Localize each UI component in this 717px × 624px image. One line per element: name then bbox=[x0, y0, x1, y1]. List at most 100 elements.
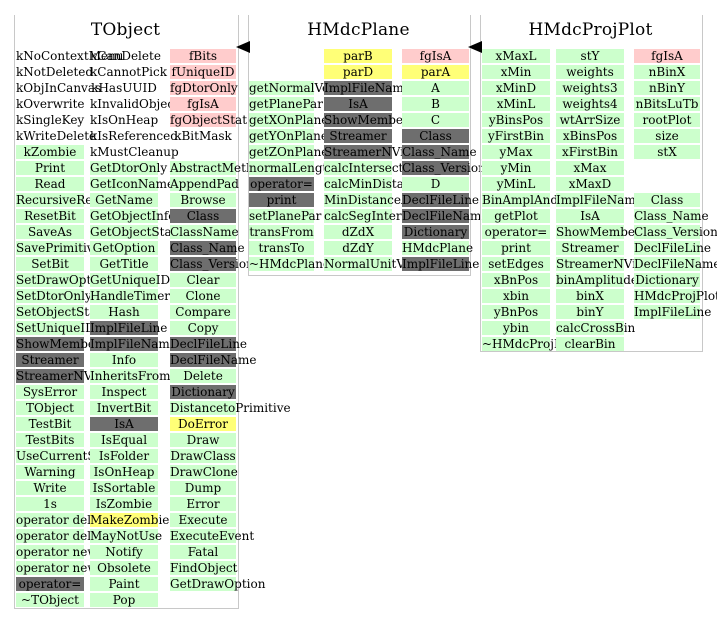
member-cell: yMin bbox=[482, 161, 550, 175]
member-cell: Print bbox=[16, 161, 84, 175]
member-cell: ShowMembers bbox=[556, 225, 647, 239]
member-cell: GetDrawOption bbox=[170, 577, 266, 591]
member-cell: calcIntersection bbox=[324, 161, 423, 175]
member-cell: DistancetoPrimitive bbox=[170, 401, 291, 415]
member-cell: kWriteDelete bbox=[16, 129, 97, 143]
member-cell: kSingleKey bbox=[16, 113, 85, 127]
member-cell: Fatal bbox=[170, 545, 236, 559]
member-cell: Draw bbox=[170, 433, 236, 447]
member-cell: getXOnPlane bbox=[249, 113, 329, 127]
member-cell: Class_Name bbox=[170, 241, 245, 255]
member-cell: clearBin bbox=[556, 337, 624, 351]
member-cell: xMaxL bbox=[482, 49, 550, 63]
member-cell: Execute bbox=[170, 513, 236, 527]
member-cell: GetUniqueID bbox=[90, 273, 171, 287]
member-cell: fgIsA bbox=[170, 97, 236, 111]
member-cell: InvertBit bbox=[90, 401, 158, 415]
member-cell: parA bbox=[402, 65, 469, 79]
member-cell: Notify bbox=[90, 545, 158, 559]
member-cell: Class bbox=[634, 193, 700, 207]
member-cell: Dump bbox=[170, 481, 236, 495]
member-cell: UseCurrentStyle bbox=[16, 449, 119, 463]
member-cell: SavePrimitive bbox=[16, 241, 101, 255]
inheritance-arrow-icon bbox=[468, 41, 482, 53]
member-cell: yBinsPos bbox=[482, 113, 550, 127]
member-cell: SetDrawOption bbox=[16, 273, 111, 287]
member-cell: SetObjectStat bbox=[16, 305, 102, 319]
class-frame bbox=[480, 15, 703, 352]
member-cell: Inspect bbox=[90, 385, 158, 399]
member-cell: IsA bbox=[324, 97, 392, 111]
member-cell: Class_Version bbox=[402, 161, 486, 175]
member-cell: Copy bbox=[170, 321, 236, 335]
member-cell: HMdcPlane bbox=[402, 241, 474, 255]
member-cell: weights4 bbox=[556, 97, 624, 111]
member-cell: A bbox=[402, 81, 469, 95]
member-cell: SetBit bbox=[16, 257, 84, 271]
member-cell: DeclFileName bbox=[634, 257, 717, 271]
member-cell: SaveAs bbox=[16, 225, 84, 239]
member-cell: yFirstBin bbox=[482, 129, 550, 143]
member-cell: Clone bbox=[170, 289, 236, 303]
member-cell: Warning bbox=[16, 465, 84, 479]
member-cell: print bbox=[249, 193, 314, 207]
member-cell: fgIsA bbox=[402, 49, 469, 63]
member-cell: ~TObject bbox=[16, 593, 84, 607]
member-cell: IsOnHeap bbox=[90, 465, 158, 479]
member-cell: fBits bbox=[170, 49, 236, 63]
member-cell: kOverwrite bbox=[16, 97, 85, 111]
member-cell: GetOption bbox=[90, 241, 158, 255]
member-cell: Streamer bbox=[16, 353, 84, 367]
member-cell: TestBit bbox=[16, 417, 84, 431]
member-cell: Dictionary bbox=[634, 273, 700, 287]
member-cell: getNormalVector bbox=[249, 81, 354, 95]
member-cell: xMin bbox=[482, 65, 550, 79]
member-cell: Pop bbox=[90, 593, 158, 607]
member-cell: Class_Name bbox=[402, 145, 477, 159]
member-cell: TestBits bbox=[16, 433, 84, 447]
member-cell: ~HMdcProjPlot bbox=[482, 337, 578, 351]
member-cell: D bbox=[402, 177, 469, 191]
member-cell: FindObject bbox=[170, 561, 238, 575]
member-cell: DrawClone bbox=[170, 465, 238, 479]
member-cell: Delete bbox=[170, 369, 236, 383]
member-cell: kMustCleanup bbox=[90, 145, 179, 159]
member-cell: getZOnPlane bbox=[249, 145, 329, 159]
member-cell: weights3 bbox=[556, 81, 624, 95]
member-cell: SetDtorOnly bbox=[16, 289, 92, 303]
member-cell: Class_Name bbox=[634, 209, 709, 223]
member-cell: xMinL bbox=[482, 97, 550, 111]
member-cell: BinAmplAndClear bbox=[482, 193, 592, 207]
member-cell: xbin bbox=[482, 289, 550, 303]
member-cell: Streamer bbox=[324, 129, 392, 143]
member-cell: IsA bbox=[556, 209, 624, 223]
member-cell: dZdY bbox=[324, 241, 392, 255]
member-cell: ~HMdcPlane bbox=[249, 257, 331, 271]
member-cell: xMinD bbox=[482, 81, 550, 95]
member-cell: MakeZombie bbox=[90, 513, 170, 527]
member-cell: SetUniqueID bbox=[16, 321, 95, 335]
member-cell: Browse bbox=[170, 193, 236, 207]
member-cell: kInvalidObject bbox=[90, 97, 179, 111]
member-cell: kBitMask bbox=[174, 129, 232, 143]
member-cell: DeclFileName bbox=[402, 209, 489, 223]
member-cell: Clear bbox=[170, 273, 236, 287]
member-cell: ImplFileLine bbox=[402, 257, 480, 271]
member-cell: operator delete[] bbox=[16, 529, 120, 543]
member-cell: setEdges bbox=[482, 257, 550, 271]
member-cell: kIsOnHeap bbox=[90, 113, 159, 127]
member-cell: IsSortable bbox=[90, 481, 158, 495]
member-cell: getYOnPlane bbox=[249, 129, 328, 143]
member-cell: operator new[] bbox=[16, 561, 107, 575]
member-cell: stY bbox=[556, 49, 624, 63]
member-cell: GetIconName bbox=[90, 177, 175, 191]
member-cell: kNoContextMenu bbox=[16, 49, 124, 63]
class-title: HMdcProjPlot bbox=[528, 20, 653, 40]
member-cell: ImplFileLine bbox=[634, 305, 712, 319]
class-title: HMdcPlane bbox=[307, 20, 410, 40]
member-cell: ImplFileLine bbox=[90, 321, 168, 335]
member-cell: calcMinDistance bbox=[324, 177, 426, 191]
member-cell: yMax bbox=[482, 145, 550, 159]
member-cell: DoError bbox=[170, 417, 236, 431]
member-cell: ShowMembers bbox=[324, 113, 415, 127]
